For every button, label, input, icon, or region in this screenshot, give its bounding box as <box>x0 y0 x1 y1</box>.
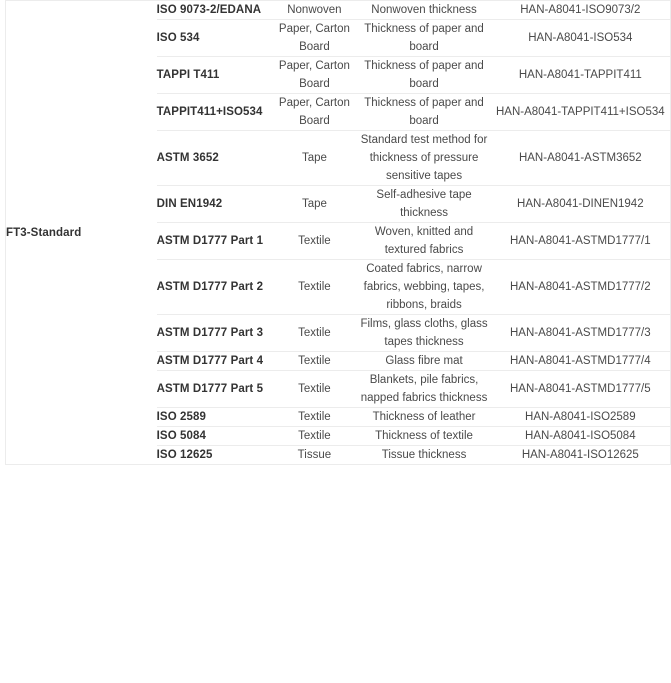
cell-standard: ASTM D1777 Part 2 <box>156 259 272 315</box>
standards-table: FT3-Standard ISO 9073-2/EDANA Nonwoven N… <box>4 0 671 465</box>
cell-application: Tissue thickness <box>357 445 491 465</box>
table-row: ISO 5084 Textile Thickness of textile HA… <box>6 426 671 446</box>
cell-application: Glass fibre mat <box>357 351 491 371</box>
table-row: ISO 534 Paper, Carton Board Thickness of… <box>6 19 671 57</box>
cell-model: HAN-A8041-ASTMD1777/5 <box>490 370 671 408</box>
cell-standard: DIN EN1942 <box>156 185 272 223</box>
cell-standard: TAPPIT411+ISO534 <box>156 93 272 131</box>
cell-application: Standard test method for thickness of pr… <box>357 130 491 186</box>
cell-standard: ISO 2589 <box>156 407 272 427</box>
cell-application: Nonwoven thickness <box>357 0 491 20</box>
cell-material: Nonwoven <box>271 0 358 20</box>
table-row: TAPPIT411+ISO534 Paper, Carton Board Thi… <box>6 93 671 131</box>
cell-material: Textile <box>271 407 358 427</box>
table-row: TAPPI T411 Paper, Carton Board Thickness… <box>6 56 671 94</box>
cell-model: HAN-A8041-ASTMD1777/4 <box>490 351 671 371</box>
cell-application: Thickness of paper and board <box>357 93 491 131</box>
cell-model: HAN-A8041-TAPPIT411 <box>490 56 671 94</box>
cell-material: Paper, Carton Board <box>271 93 358 131</box>
cell-model: HAN-A8041-ISO9073/2 <box>490 0 671 20</box>
cell-model: HAN-A8041-ISO534 <box>490 19 671 57</box>
table-row: ISO 2589 Textile Thickness of leather HA… <box>6 407 671 427</box>
cell-application: Thickness of paper and board <box>357 56 491 94</box>
cell-application: Self-adhesive tape thickness <box>357 185 491 223</box>
table-row: DIN EN1942 Tape Self-adhesive tape thick… <box>6 185 671 223</box>
cell-model: HAN-A8041-ISO5084 <box>490 426 671 446</box>
table-row: ASTM D1777 Part 2 Textile Coated fabrics… <box>6 259 671 315</box>
cell-material: Textile <box>271 370 358 408</box>
cell-standard: ASTM D1777 Part 1 <box>156 222 272 260</box>
cell-model: HAN-A8041-DINEN1942 <box>490 185 671 223</box>
cell-model: HAN-A8041-ASTMD1777/1 <box>490 222 671 260</box>
table-row: ASTM 3652 Tape Standard test method for … <box>6 130 671 186</box>
cell-application: Thickness of leather <box>357 407 491 427</box>
cell-standard: ISO 534 <box>156 19 272 57</box>
cell-model: HAN-A8041-ISO12625 <box>490 445 671 465</box>
cell-standard: ISO 9073-2/EDANA <box>156 0 272 20</box>
cell-material: Tissue <box>271 445 358 465</box>
cell-application: Blankets, pile fabrics, napped fabrics t… <box>357 370 491 408</box>
cell-material: Tape <box>271 130 358 186</box>
group-label-cell: FT3-Standard <box>4 0 157 465</box>
cell-model: HAN-A8041-ISO2589 <box>490 407 671 427</box>
cell-model: HAN-A8041-ASTMD1777/2 <box>490 259 671 315</box>
cell-application: Thickness of paper and board <box>357 19 491 57</box>
cell-model: HAN-A8041-ASTMD1777/3 <box>490 314 671 352</box>
table-body: FT3-Standard ISO 9073-2/EDANA Nonwoven N… <box>4 0 671 465</box>
cell-material: Paper, Carton Board <box>271 56 358 94</box>
cell-standard: ASTM D1777 Part 3 <box>156 314 272 352</box>
cell-material: Textile <box>271 426 358 446</box>
cell-material: Textile <box>271 351 358 371</box>
table-row: ASTM D1777 Part 4 Textile Glass fibre ma… <box>6 351 671 371</box>
cell-standard: ISO 12625 <box>156 445 272 465</box>
cell-application: Coated fabrics, narrow fabrics, webbing,… <box>357 259 491 315</box>
table-row: ASTM D1777 Part 1 Textile Woven, knitted… <box>6 222 671 260</box>
table-row: ISO 12625 Tissue Tissue thickness HAN-A8… <box>6 445 671 465</box>
cell-material: Paper, Carton Board <box>271 19 358 57</box>
cell-application: Woven, knitted and textured fabrics <box>357 222 491 260</box>
cell-material: Tape <box>271 185 358 223</box>
table-row: ASTM D1777 Part 3 Textile Films, glass c… <box>6 314 671 352</box>
cell-standard: TAPPI T411 <box>156 56 272 94</box>
cell-application: Thickness of textile <box>357 426 491 446</box>
cell-standard: ISO 5084 <box>156 426 272 446</box>
table-row: FT3-Standard ISO 9073-2/EDANA Nonwoven N… <box>4 0 671 465</box>
cell-material: Textile <box>271 314 358 352</box>
cell-model: HAN-A8041-ASTM3652 <box>490 130 671 186</box>
cell-standard: ASTM 3652 <box>156 130 272 186</box>
cell-standard: ASTM D1777 Part 4 <box>156 351 272 371</box>
cell-material: Textile <box>271 259 358 315</box>
cell-model: HAN-A8041-TAPPIT411+ISO534 <box>490 93 671 131</box>
cell-application: Films, glass cloths, glass tapes thickne… <box>357 314 491 352</box>
cell-material: Textile <box>271 222 358 260</box>
cell-standard: ASTM D1777 Part 5 <box>156 370 272 408</box>
table-row: ASTM D1777 Part 5 Textile Blankets, pile… <box>6 370 671 408</box>
